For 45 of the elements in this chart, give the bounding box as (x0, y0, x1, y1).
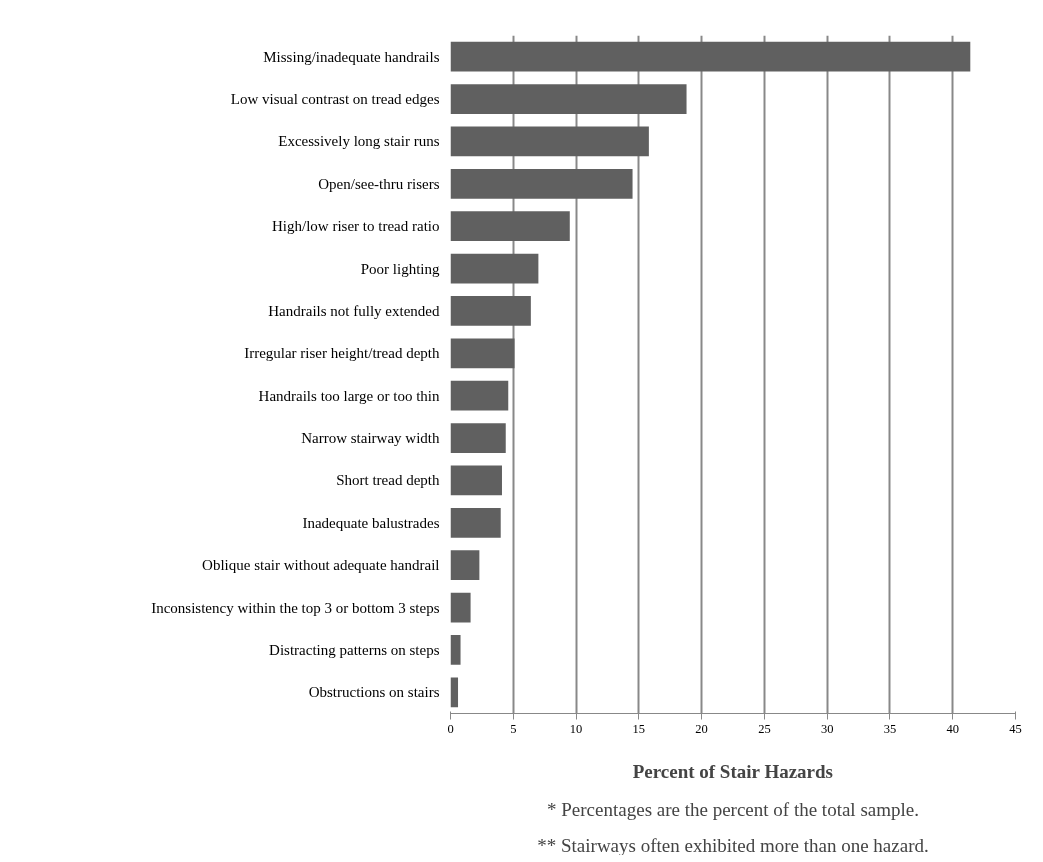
x-axis-title: Percent of Stair Hazards (632, 760, 833, 782)
bar (450, 84, 687, 114)
y-tick-label: Handrails not fully extended (268, 302, 440, 319)
y-tick-label: Oblique stair without adequate handrail (202, 557, 440, 574)
bar (450, 380, 509, 411)
y-tick-label: Poor lighting (360, 260, 440, 277)
x-tick-label: 15 (632, 721, 646, 736)
y-tick-label: Inadequate balustrades (302, 514, 440, 531)
y-tick-label: Low visual contrast on tread edges (230, 91, 440, 108)
bar (450, 507, 501, 538)
y-tick-label: Handrails too large or too thin (258, 387, 440, 404)
y-tick-label: High/low riser to tread ratio (272, 218, 440, 235)
x-tick-label: 0 (447, 721, 454, 736)
x-tick-label: 10 (569, 721, 583, 736)
bar (450, 592, 471, 623)
y-tick-label: Missing/inadequate handrails (263, 48, 440, 65)
x-tick-label: 20 (695, 721, 708, 736)
bar (450, 126, 649, 157)
y-tick-label: Inconsistency within the top 3 or bottom 3 steps (151, 599, 440, 616)
y-tick-label: Short tread depth (336, 472, 440, 489)
y-tick-label: Excessively long stair runs (278, 133, 440, 150)
y-tick-label: Irregular riser height/tread depth (244, 345, 440, 362)
bar (450, 550, 480, 581)
bar (450, 168, 633, 199)
x-tick-label: 25 (758, 721, 771, 736)
bar (450, 635, 461, 665)
y-tick-label: Narrow stairway width (301, 430, 440, 447)
bar (450, 677, 459, 708)
bar (450, 296, 531, 326)
x-tick-label: 40 (946, 721, 959, 736)
x-tick-label: 35 (883, 721, 897, 736)
bar (450, 423, 506, 453)
x-tick-label: 5 (510, 721, 517, 736)
y-tick-label: Open/see-thru risers (318, 175, 440, 192)
x-tick-label: 30 (820, 721, 834, 736)
bar (450, 211, 570, 242)
y-tick-label: Distracting patterns on steps (269, 641, 440, 658)
text: * Percentages are the percent of the total sample. (547, 799, 919, 820)
x-tick-label: 45 (1009, 721, 1022, 736)
text: ** Stairways often exhibited more than one hazard. (537, 834, 929, 856)
bar (450, 338, 515, 369)
bar (450, 253, 539, 284)
y-tick-label: Obstructions on stairs (308, 684, 440, 701)
bar (450, 41, 971, 72)
bar (450, 465, 502, 496)
